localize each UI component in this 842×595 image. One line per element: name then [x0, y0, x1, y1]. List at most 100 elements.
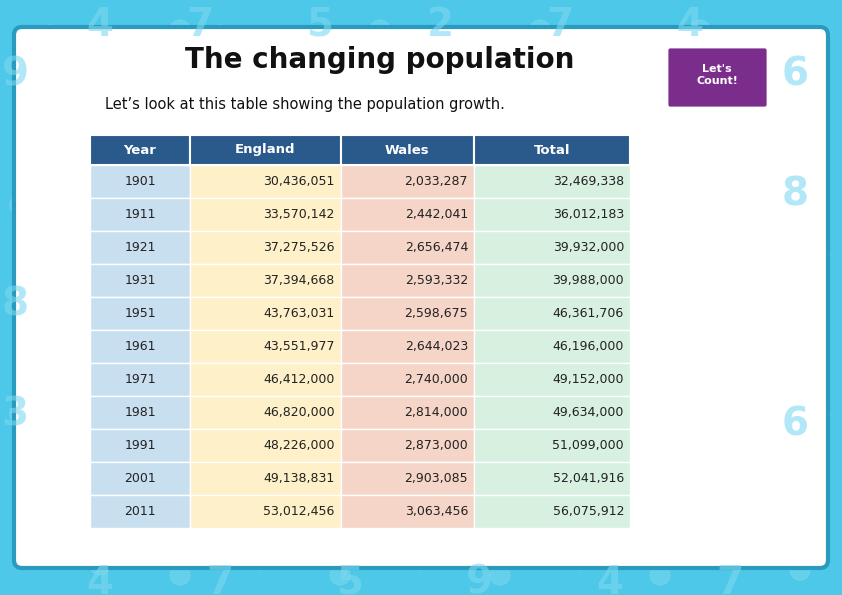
Circle shape	[730, 550, 750, 570]
Circle shape	[210, 25, 230, 45]
Text: 1951: 1951	[125, 307, 156, 320]
Circle shape	[610, 40, 630, 60]
Text: 3,063,456: 3,063,456	[405, 505, 468, 518]
FancyBboxPatch shape	[14, 27, 828, 568]
Text: 2: 2	[426, 6, 454, 44]
Circle shape	[530, 20, 550, 40]
Bar	[90, 495, 190, 528]
Bar	[190, 330, 340, 363]
Circle shape	[120, 45, 140, 65]
Circle shape	[650, 565, 670, 585]
Text: 46,361,706: 46,361,706	[552, 307, 624, 320]
Bar	[90, 198, 190, 231]
Text: 49,634,000: 49,634,000	[552, 406, 624, 419]
Text: Let's
Count!: Let's Count!	[696, 64, 738, 86]
FancyBboxPatch shape	[667, 47, 768, 108]
Bar	[90, 429, 190, 462]
Bar	[340, 495, 474, 528]
Circle shape	[810, 405, 830, 425]
Text: 1931: 1931	[125, 274, 156, 287]
Text: 4: 4	[87, 564, 114, 595]
Text: 3: 3	[2, 396, 29, 434]
Text: 46,412,000: 46,412,000	[264, 373, 334, 386]
Text: 2,814,000: 2,814,000	[404, 406, 468, 419]
Text: 49,138,831: 49,138,831	[264, 472, 334, 485]
Circle shape	[50, 355, 70, 375]
Bar	[474, 264, 630, 297]
Bar	[190, 462, 340, 495]
Bar	[190, 495, 340, 528]
Circle shape	[640, 110, 660, 130]
Circle shape	[750, 215, 770, 235]
Text: 1981: 1981	[125, 406, 156, 419]
Bar	[190, 297, 340, 330]
Bar	[474, 165, 630, 198]
Text: 53,012,456: 53,012,456	[264, 505, 334, 518]
Circle shape	[800, 485, 820, 505]
Circle shape	[340, 95, 360, 115]
Text: 39,932,000: 39,932,000	[552, 241, 624, 254]
Bar	[90, 264, 190, 297]
Bar	[340, 264, 474, 297]
Text: 1991: 1991	[125, 439, 156, 452]
Text: 2,873,000: 2,873,000	[404, 439, 468, 452]
Circle shape	[240, 155, 260, 175]
Circle shape	[790, 560, 810, 580]
Text: 2,903,085: 2,903,085	[404, 472, 468, 485]
Text: 7: 7	[186, 6, 214, 44]
Text: 43,551,977: 43,551,977	[263, 340, 334, 353]
Bar	[340, 330, 474, 363]
Circle shape	[810, 245, 830, 265]
Text: 7: 7	[206, 564, 233, 595]
Circle shape	[740, 95, 760, 115]
Circle shape	[40, 245, 60, 265]
Text: 2011: 2011	[125, 505, 156, 518]
Text: Year: Year	[124, 143, 157, 156]
Text: 46,196,000: 46,196,000	[552, 340, 624, 353]
Bar	[474, 363, 630, 396]
Text: 1961: 1961	[125, 340, 156, 353]
Circle shape	[440, 115, 460, 135]
Circle shape	[570, 550, 590, 570]
Text: Wales: Wales	[385, 143, 429, 156]
Text: 32,469,338: 32,469,338	[553, 175, 624, 188]
Text: 30,436,051: 30,436,051	[264, 175, 334, 188]
Text: 1971: 1971	[125, 373, 156, 386]
Bar	[474, 330, 630, 363]
Text: 37,394,668: 37,394,668	[264, 274, 334, 287]
Bar	[474, 198, 630, 231]
Circle shape	[90, 555, 110, 575]
Bar	[340, 135, 474, 165]
Circle shape	[410, 550, 430, 570]
Circle shape	[770, 155, 790, 175]
Circle shape	[10, 405, 30, 425]
Text: 1901: 1901	[125, 175, 156, 188]
Circle shape	[20, 305, 40, 325]
Bar	[90, 396, 190, 429]
Text: 2,656,474: 2,656,474	[405, 241, 468, 254]
Bar	[340, 363, 474, 396]
Text: 1911: 1911	[125, 208, 156, 221]
Circle shape	[330, 565, 350, 585]
Text: 7: 7	[717, 564, 743, 595]
Bar	[474, 495, 630, 528]
Circle shape	[370, 20, 390, 40]
Bar	[190, 363, 340, 396]
Circle shape	[170, 20, 190, 40]
Text: 51,099,000: 51,099,000	[552, 439, 624, 452]
Text: 5: 5	[306, 6, 333, 44]
Bar	[340, 297, 474, 330]
Bar	[474, 396, 630, 429]
Bar	[340, 165, 474, 198]
Text: 9: 9	[2, 56, 29, 94]
Text: 39,988,000: 39,988,000	[552, 274, 624, 287]
Circle shape	[540, 95, 560, 115]
Circle shape	[170, 565, 190, 585]
Text: 8: 8	[781, 176, 808, 214]
Text: 2001: 2001	[125, 472, 156, 485]
Text: 4: 4	[596, 564, 623, 595]
Circle shape	[450, 37, 470, 57]
Bar	[90, 165, 190, 198]
Circle shape	[40, 25, 60, 45]
Text: 2,740,000: 2,740,000	[404, 373, 468, 386]
